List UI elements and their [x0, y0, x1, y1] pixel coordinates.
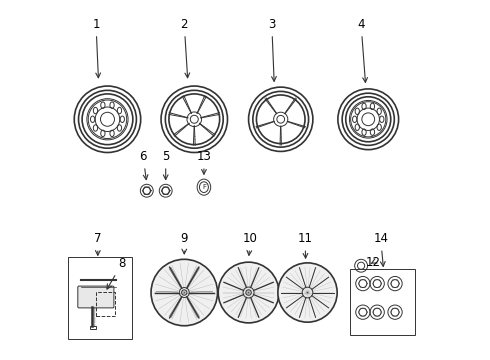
Circle shape [179, 288, 189, 297]
Text: 1: 1 [92, 18, 100, 78]
Text: 11: 11 [297, 233, 313, 258]
Text: 7: 7 [94, 233, 101, 255]
Text: 12: 12 [366, 256, 381, 269]
Text: 4: 4 [357, 18, 368, 82]
Text: 8: 8 [107, 257, 125, 289]
Text: 13: 13 [196, 150, 211, 174]
Circle shape [218, 262, 279, 323]
Text: 14: 14 [373, 233, 388, 266]
FancyBboxPatch shape [78, 286, 114, 308]
Circle shape [302, 287, 313, 298]
Circle shape [278, 263, 337, 322]
Text: F: F [202, 184, 206, 190]
Text: 10: 10 [243, 233, 258, 255]
Text: 6: 6 [140, 150, 148, 180]
Circle shape [151, 259, 218, 326]
Text: 2: 2 [180, 18, 190, 78]
Text: 9: 9 [180, 233, 188, 254]
Circle shape [243, 287, 254, 298]
Text: 3: 3 [268, 18, 276, 81]
Text: 5: 5 [162, 150, 170, 180]
